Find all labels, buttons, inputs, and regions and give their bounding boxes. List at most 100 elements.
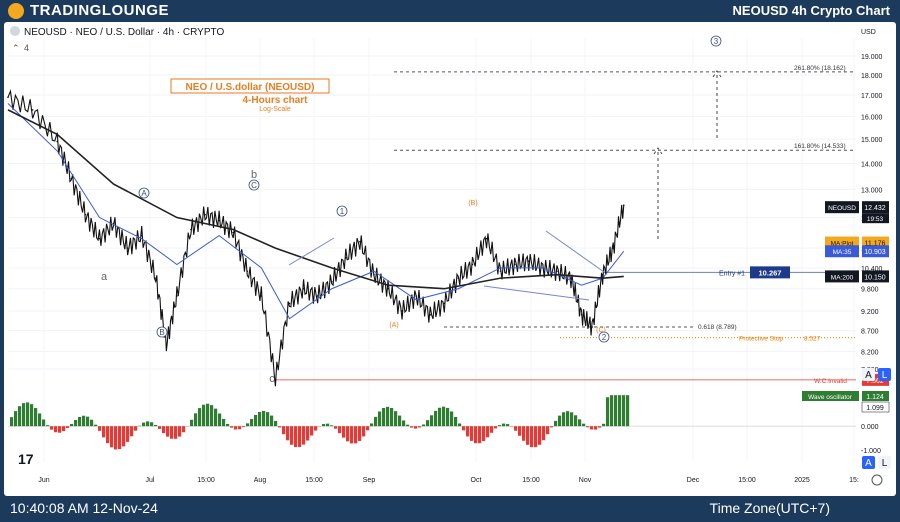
osc-bar: [290, 426, 294, 445]
osc-bar: [322, 424, 326, 427]
scale-buttons-main[interactable]: A L: [862, 368, 891, 381]
wave-label-ring: [248, 179, 260, 191]
tag-name: MA:35: [833, 249, 852, 256]
tag-value: 12.432: [864, 205, 886, 212]
indicator-toggle-icon[interactable]: ⌃: [12, 43, 20, 53]
wave-label: (C): [596, 327, 606, 334]
y-tick-label: 8.700: [861, 329, 879, 336]
price-point: [499, 270, 502, 273]
wave-label-ring: [710, 35, 722, 47]
entry-price-value: 10.267: [759, 268, 782, 277]
top-bar: TRADINGLOUNGE NEOUSD 4h Crypto Chart: [0, 0, 900, 22]
osc-bar: [162, 426, 166, 434]
osc-bar: [450, 411, 454, 427]
osc-bar: [246, 423, 250, 427]
stop-label: Protective Stop: [739, 336, 783, 343]
x-tick-label: Nov: [579, 477, 592, 484]
price-point: [513, 263, 516, 266]
osc-bar: [430, 415, 434, 427]
osc-bar: [170, 426, 174, 439]
tag-name-box: [825, 201, 859, 214]
osc-bar: [86, 416, 90, 427]
wave-label-ring: [336, 205, 348, 217]
tag-countdown-box: [862, 213, 889, 224]
osc-bar: [14, 411, 18, 427]
tag-countdown: 19:53: [867, 216, 884, 223]
osc-bar: [74, 419, 78, 427]
osc-bar: [190, 419, 194, 427]
price-point: [457, 277, 460, 279]
osc-bar: [626, 395, 630, 427]
osc-auto-scale-label[interactable]: A: [865, 458, 872, 469]
y-tick-label: 14.000: [861, 161, 883, 168]
channel-line-lower: [483, 285, 590, 301]
price-point: [580, 313, 583, 316]
tag-name: MA:200: [831, 274, 854, 281]
price-point: [126, 247, 129, 249]
price-tags: NEOUSD 12.432 19:53 MA:Plot 11.176 MA:35 10.90…: [750, 201, 890, 413]
osc-auto-scale-button[interactable]: [862, 456, 875, 469]
y-tick-label: 19.000: [861, 54, 883, 61]
osc-log-scale-label[interactable]: L: [882, 458, 888, 469]
osc-name-box: [802, 391, 859, 401]
wave-label: 1: [340, 207, 345, 216]
osc-log-scale-button[interactable]: [878, 456, 891, 469]
wave-oscillator: [8, 395, 856, 450]
osc-bar: [614, 395, 618, 427]
x-tick-label: Sep: [363, 477, 376, 484]
settings-gear-icon[interactable]: [871, 474, 883, 486]
auto-scale-label[interactable]: A: [865, 370, 872, 381]
symbol-legend: NEOUSD · NEO / U.S. Dollar · 4h · CRYPTO: [24, 27, 224, 38]
indicator-count[interactable]: 4: [24, 43, 29, 53]
wave-label: 2: [602, 333, 607, 342]
osc-bar: [282, 426, 286, 435]
wave-label: C: [251, 181, 257, 190]
x-tick-label: Jul: [146, 477, 155, 484]
osc-bar: [454, 416, 458, 427]
scale-buttons-osc[interactable]: A L: [862, 456, 891, 469]
osc-bar: [306, 426, 310, 441]
price-point: [56, 140, 59, 143]
entry-price-tag: [750, 266, 790, 279]
osc-bar: [38, 413, 42, 427]
log-scale-label[interactable]: L: [882, 370, 888, 381]
page-title: NEOUSD 4h Crypto Chart: [732, 3, 890, 18]
y-axis-unit: USD: [861, 29, 876, 36]
osc-bar: [610, 395, 614, 427]
osc-bar: [466, 426, 470, 437]
fib-161-label: 161.80% (14.533): [794, 143, 846, 150]
osc-bar: [498, 425, 502, 427]
projection-arrow-1: [653, 147, 663, 239]
price-point: [165, 344, 168, 346]
chart-svg[interactable]: NEOUSD · NEO / U.S. Dollar · 4h · CRYPTO…: [4, 22, 896, 496]
tag-name-box: [825, 245, 859, 258]
osc-bar: [582, 423, 586, 427]
price-point: [190, 228, 192, 231]
annotation-note: Log-Scale: [259, 106, 291, 113]
osc-bar: [258, 412, 262, 427]
wave-label: B: [159, 328, 164, 337]
price-point: [527, 260, 530, 262]
osc-bar: [154, 425, 158, 427]
chart-panel[interactable]: NEOUSD · NEO / U.S. Dollar · 4h · CRYPTO…: [4, 22, 896, 496]
price-point: [70, 177, 73, 180]
osc-bar: [314, 426, 318, 431]
osc-bar: [462, 426, 466, 431]
tradinglounge-logo-icon: [8, 3, 24, 19]
price-point: [387, 287, 389, 290]
tradingview-logo-icon: 17: [18, 451, 34, 467]
price-point: [7, 96, 9, 98]
osc-bar: [130, 426, 134, 437]
price-point: [415, 295, 417, 297]
price-plot: [7, 89, 625, 387]
osc-bar: [118, 426, 122, 450]
osc-value: 1.124: [866, 394, 884, 401]
x-tick-label: Dec: [687, 477, 700, 484]
auto-scale-button[interactable]: [862, 368, 875, 381]
wave-label: b: [251, 169, 257, 181]
osc-bar: [150, 422, 154, 427]
price-point: [302, 287, 305, 290]
tag-value: 10.903: [864, 249, 886, 256]
price-point: [359, 240, 361, 243]
log-scale-button[interactable]: [878, 368, 891, 381]
